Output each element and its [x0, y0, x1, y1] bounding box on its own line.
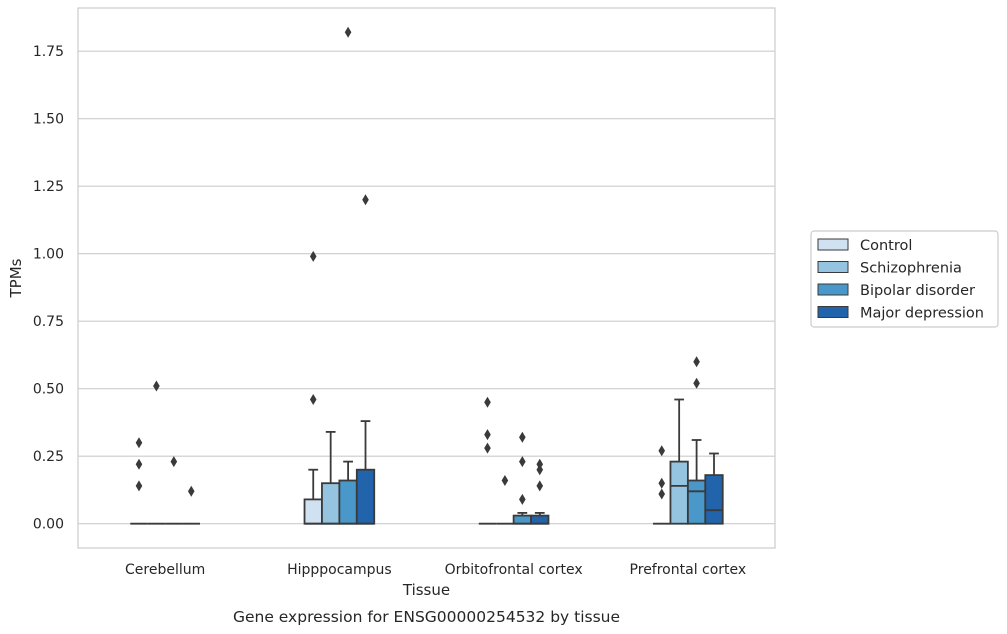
box [512, 514, 532, 525]
boxes [130, 26, 724, 525]
outlier-point [693, 356, 700, 368]
box [530, 514, 550, 525]
outlier-point [187, 485, 195, 497]
legend-entry-label: Control [860, 238, 912, 254]
outlier-point [693, 377, 700, 389]
box-group [355, 194, 376, 525]
box-group [165, 456, 183, 525]
x-tick-label: Cerebellum [125, 562, 205, 578]
x-axis-label: Tissue [402, 581, 450, 599]
box-group [512, 431, 532, 525]
legend-swatch [817, 306, 849, 318]
legend-frame [810, 230, 999, 328]
y-tick-label: 0.25 [33, 449, 64, 465]
box [704, 474, 724, 525]
outlier-point [135, 480, 143, 492]
y-axis-ticks: 0.00 0.25 0.50 0.75 1.00 1.25 1.50 1.75 [33, 44, 64, 533]
box [355, 468, 376, 525]
outlier-point [362, 194, 369, 206]
box-group [496, 475, 514, 525]
box-group [147, 380, 166, 525]
x-tick-label: Orbitofrontal cortex [445, 562, 583, 578]
y-tick-label: 0.75 [33, 314, 64, 330]
outlier-point [536, 480, 544, 492]
box-group [704, 452, 724, 525]
outlier-point [309, 250, 317, 262]
box-group [530, 458, 550, 525]
box-group [653, 445, 671, 525]
legend: Control Schizophrenia Bipolar disorder Majo… [810, 230, 999, 328]
box [321, 482, 341, 525]
legend-entry-label: Major depression [860, 306, 984, 322]
legend-entry-label: Schizophrenia [860, 261, 962, 277]
outlier-point [344, 26, 352, 38]
y-tick-label: 1.25 [33, 179, 64, 195]
legend-swatch [817, 261, 849, 273]
outlier-point [135, 458, 143, 470]
box [669, 460, 689, 525]
outlier-point [484, 442, 491, 454]
legend-swatch [817, 238, 849, 251]
outlier-point [519, 431, 526, 443]
outlier-point [153, 380, 160, 392]
y-tick-label: 1.75 [33, 44, 64, 60]
box-group [303, 250, 323, 525]
outlier-point [170, 456, 178, 468]
plot-frame [77, 7, 776, 549]
outlier-point [536, 464, 544, 476]
outlier-point [484, 396, 491, 408]
chart-caption: Gene expression for ENSG00000254532 by t… [233, 608, 620, 626]
box-group [686, 356, 707, 525]
outlier-point [658, 477, 666, 489]
box-group [478, 396, 497, 525]
outlier-point [309, 394, 317, 405]
x-tick-label: Prefrontal cortex [630, 562, 747, 578]
x-tick-label: Hipppocampus [287, 562, 392, 578]
box [686, 479, 707, 525]
outlier-point [135, 437, 143, 449]
box-group [182, 485, 200, 525]
box-group [338, 26, 358, 525]
legend-swatch [817, 283, 849, 296]
x-axis-ticks: Cerebellum Hipppocampus Orbitofrontal cort… [125, 562, 746, 578]
outlier-point [658, 488, 666, 500]
y-tick-label: 1.00 [33, 247, 64, 263]
y-tick-label: 0.00 [33, 517, 64, 533]
box [303, 498, 323, 525]
outlier-point [519, 456, 526, 468]
box [338, 479, 358, 525]
y-tick-label: 0.50 [33, 382, 64, 398]
legend-entry-label: Bipolar disorder [860, 283, 975, 299]
y-axis-label: TPMs [7, 258, 25, 298]
y-tick-label: 1.50 [33, 112, 64, 128]
outlier-point [658, 445, 666, 457]
outlier-point [501, 475, 509, 486]
outlier-point [484, 429, 491, 441]
box-group [130, 437, 148, 525]
outlier-point [519, 493, 526, 505]
